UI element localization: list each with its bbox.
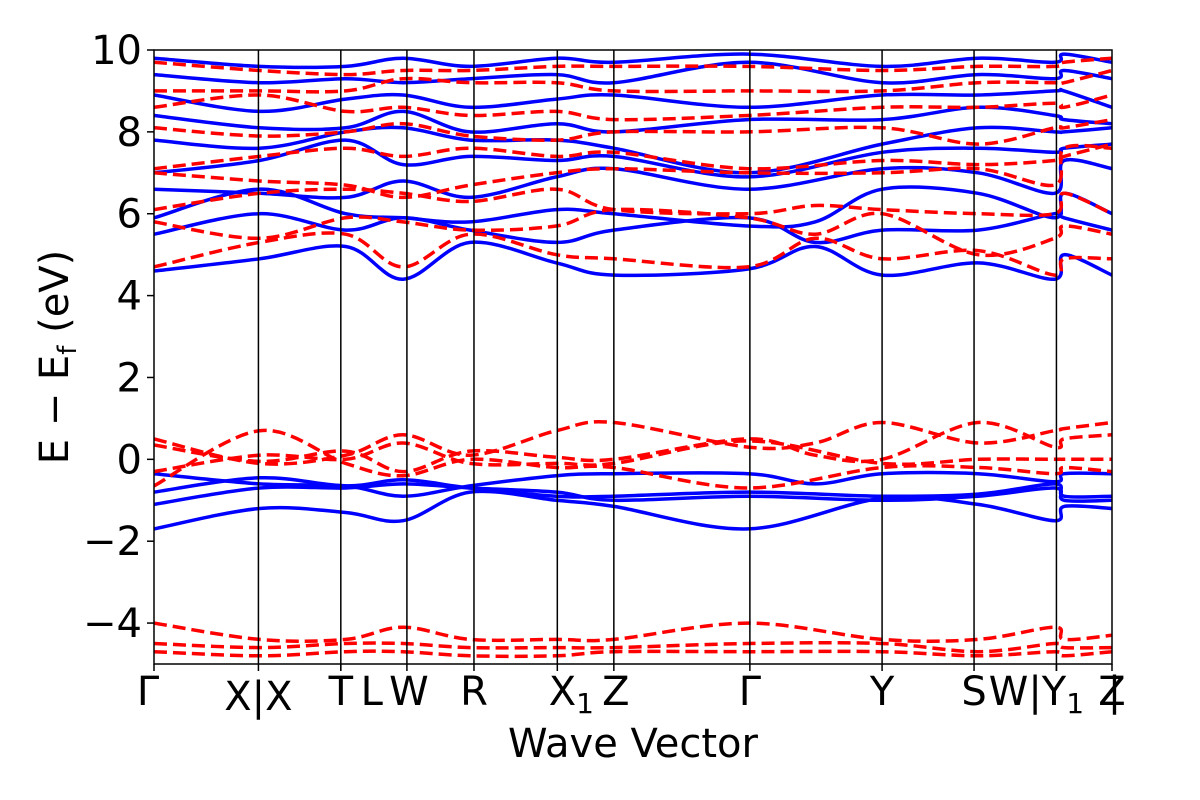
band-line-dashed-7	[154, 143, 1112, 200]
band-line-dashed-10	[154, 93, 1112, 122]
x-tick-label: Γ	[137, 669, 160, 715]
band-line-solid-13	[154, 52, 1112, 70]
y-axis-title-unit: (eV)	[32, 250, 78, 346]
band-line-solid-4	[154, 240, 1112, 281]
x-tick-label: W	[389, 669, 429, 715]
plot-frame	[153, 49, 1113, 665]
x-tick-label: Y	[869, 669, 895, 715]
y-axis-title: E − Ef (eV)	[32, 250, 83, 465]
band-line-solid-3	[154, 489, 1112, 531]
x-tick-label: W|Y1	[989, 669, 1084, 720]
band-line-dashed-5	[154, 207, 1112, 258]
band-line-dashed-14	[154, 641, 1112, 654]
y-tick-label: 8	[117, 110, 142, 156]
band-line-solid-1	[154, 476, 1112, 499]
x-tick-label: L	[361, 669, 384, 715]
y-tick-label: 6	[117, 192, 142, 238]
x-tick-label: R	[460, 669, 488, 715]
band-line-dashed-9	[154, 117, 1112, 146]
x-tick-label: Γ	[739, 669, 762, 715]
band-line-dashed-11	[154, 68, 1112, 94]
band-line-solid-5	[154, 211, 1112, 245]
y-tick-label: 0	[117, 437, 142, 483]
kpoint-lines	[257, 50, 1058, 664]
x-tick-label: X1	[549, 669, 594, 720]
band-line-solid-2	[154, 482, 1112, 507]
x-tick-label: Z	[602, 669, 629, 715]
band-line-dashed-6	[154, 187, 1112, 218]
band-line-dashed-12	[154, 56, 1112, 77]
band-line-dashed-8	[154, 142, 1112, 171]
x-tick-label: Z	[1098, 669, 1125, 715]
y-tick-label: −2	[83, 519, 142, 565]
band-line-dashed-13	[154, 621, 1112, 643]
band-line-solid-6	[154, 185, 1112, 229]
y-tick-label: 2	[117, 355, 142, 401]
y-tick-label: 10	[91, 28, 142, 74]
y-tick-label: 4	[117, 274, 142, 320]
x-tick-label: T	[328, 669, 354, 715]
x-ticks: Γ X|X LT W R X1 Z Γ Y S W|Y1 |Z	[137, 664, 1126, 720]
y-ticks: 10 8 6 4 2 0 −2 −4	[83, 28, 154, 647]
y-tick-label: −4	[83, 601, 142, 647]
x-axis-title: Wave Vector	[508, 721, 759, 767]
x-tick-label: S	[961, 669, 986, 715]
band-line-solid-11	[154, 87, 1112, 114]
x-tick-label: X|X	[224, 674, 292, 720]
band-line-dashed-15	[154, 649, 1112, 659]
band-line-dashed-4	[154, 231, 1112, 277]
y-axis-title-sub: f	[53, 345, 83, 355]
y-axis-title-main: E − E	[32, 355, 78, 465]
band-line-dashed-1	[154, 420, 1112, 474]
x-tick-label: |	[1108, 669, 1121, 715]
